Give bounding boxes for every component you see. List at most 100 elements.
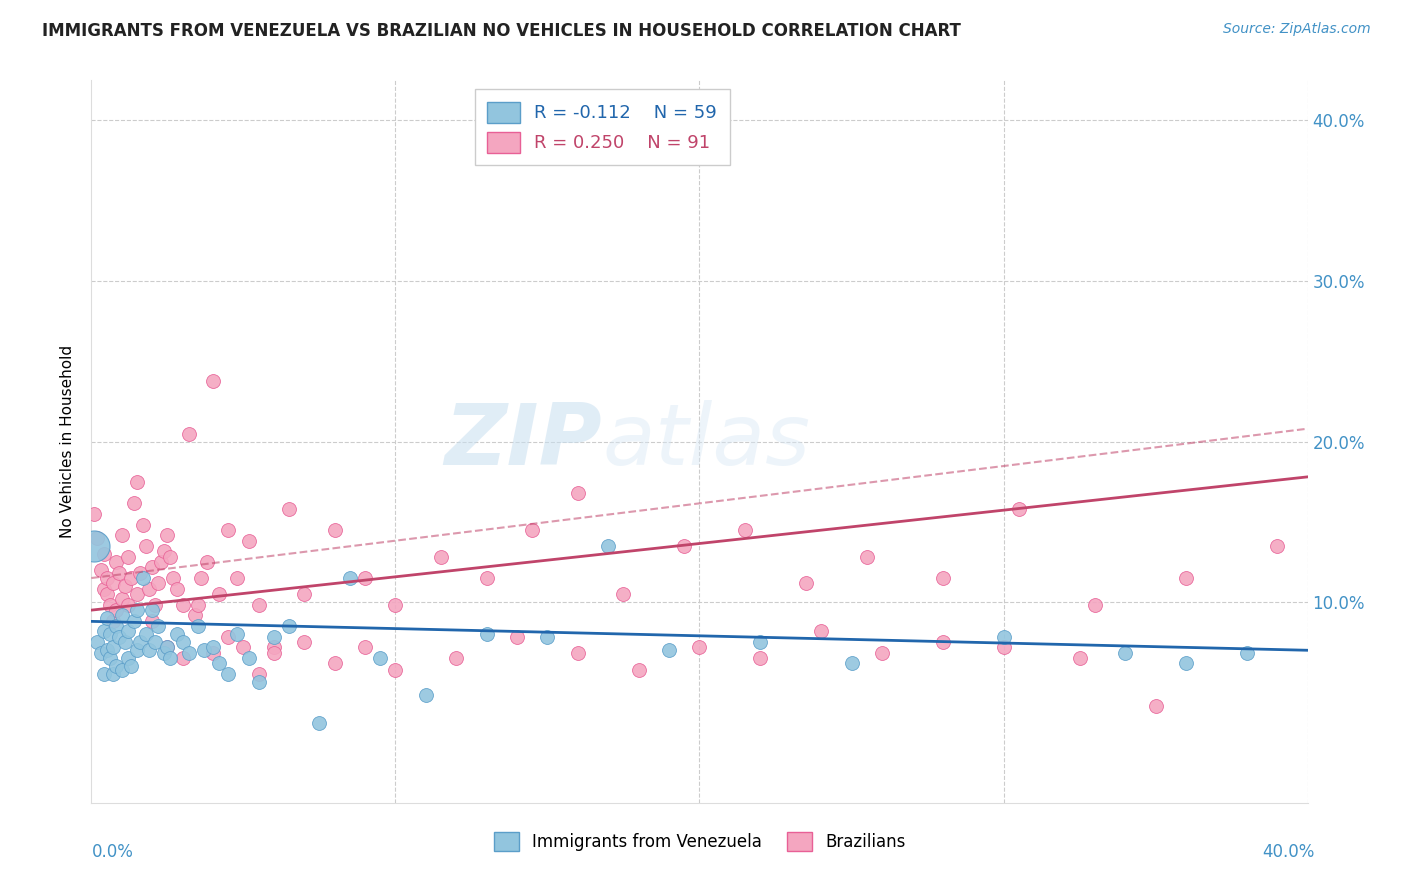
Point — [135, 627, 157, 641]
Point — [117, 599, 139, 613]
Point — [749, 651, 772, 665]
Point — [143, 599, 166, 613]
Point — [117, 624, 139, 638]
Point — [172, 599, 194, 613]
Point — [1236, 647, 1258, 661]
Point — [104, 659, 127, 673]
Point — [1144, 699, 1167, 714]
Point — [153, 647, 176, 661]
Point — [120, 571, 142, 585]
Point — [855, 550, 877, 565]
Point — [93, 667, 115, 681]
Point — [263, 640, 285, 654]
Point — [354, 640, 377, 654]
Point — [506, 631, 529, 645]
Point — [226, 627, 249, 641]
Point — [339, 571, 361, 585]
Point — [202, 640, 225, 654]
Point — [1114, 647, 1136, 661]
Point — [86, 635, 108, 649]
Point — [104, 619, 127, 633]
Point — [1069, 651, 1091, 665]
Point — [567, 647, 589, 661]
Y-axis label: No Vehicles in Household: No Vehicles in Household — [60, 345, 76, 538]
Point — [202, 374, 225, 388]
Point — [129, 635, 152, 649]
Point — [1008, 502, 1031, 516]
Point — [159, 651, 181, 665]
Point — [688, 640, 710, 654]
Point — [117, 550, 139, 565]
Point — [114, 579, 136, 593]
Point — [125, 587, 148, 601]
Point — [475, 571, 498, 585]
Point — [263, 647, 285, 661]
Point — [323, 523, 346, 537]
Point — [208, 656, 231, 670]
Point — [193, 643, 215, 657]
Point — [226, 571, 249, 585]
Point — [93, 624, 115, 638]
Point — [323, 656, 346, 670]
Point — [143, 635, 166, 649]
Point — [658, 643, 681, 657]
Point — [117, 651, 139, 665]
Legend: Immigrants from Venezuela, Brazilians: Immigrants from Venezuela, Brazilians — [485, 823, 914, 860]
Point — [172, 635, 194, 649]
Point — [598, 539, 620, 553]
Point — [522, 523, 544, 537]
Point — [247, 599, 270, 613]
Point — [190, 571, 212, 585]
Point — [111, 527, 134, 541]
Point — [120, 659, 142, 673]
Point — [135, 539, 157, 553]
Text: 40.0%: 40.0% — [1263, 843, 1315, 861]
Point — [125, 603, 148, 617]
Point — [278, 502, 301, 516]
Point — [114, 635, 136, 649]
Point — [107, 631, 129, 645]
Point — [111, 663, 134, 677]
Point — [83, 539, 105, 553]
Point — [368, 651, 391, 665]
Point — [217, 631, 239, 645]
Point — [141, 615, 163, 629]
Point — [749, 635, 772, 649]
Point — [125, 643, 148, 657]
Point — [156, 527, 179, 541]
Point — [159, 550, 181, 565]
Point — [931, 635, 953, 649]
Point — [567, 486, 589, 500]
Point — [101, 615, 124, 629]
Point — [129, 566, 152, 581]
Point — [734, 523, 756, 537]
Point — [354, 571, 377, 585]
Point — [444, 651, 467, 665]
Point — [132, 518, 155, 533]
Point — [993, 631, 1015, 645]
Point — [98, 651, 121, 665]
Point — [1265, 539, 1288, 553]
Text: IMMIGRANTS FROM VENEZUELA VS BRAZILIAN NO VEHICLES IN HOUSEHOLD CORRELATION CHAR: IMMIGRANTS FROM VENEZUELA VS BRAZILIAN N… — [42, 22, 962, 40]
Point — [93, 582, 115, 597]
Point — [96, 611, 118, 625]
Point — [263, 631, 285, 645]
Point — [177, 647, 200, 661]
Point — [1174, 656, 1197, 670]
Point — [156, 640, 179, 654]
Text: ZIP: ZIP — [444, 400, 602, 483]
Point — [96, 571, 118, 585]
Point — [104, 555, 127, 569]
Point — [172, 651, 194, 665]
Point — [166, 627, 188, 641]
Point — [278, 619, 301, 633]
Point — [673, 539, 696, 553]
Point — [232, 640, 254, 654]
Point — [195, 555, 218, 569]
Point — [96, 643, 118, 657]
Point — [430, 550, 453, 565]
Point — [187, 599, 209, 613]
Point — [141, 559, 163, 574]
Point — [98, 627, 121, 641]
Point — [156, 640, 179, 654]
